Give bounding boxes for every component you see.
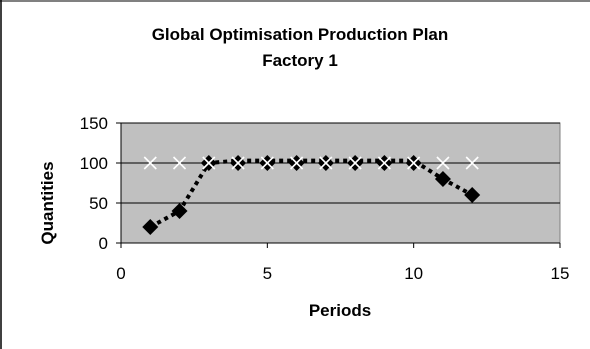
diamond-point-2 — [171, 203, 188, 219]
cross-point-5 — [260, 156, 274, 170]
cross-stroke-b — [319, 156, 333, 170]
series-2 — [149, 158, 474, 229]
cross-stroke-b — [143, 156, 157, 170]
data-series — [142, 155, 481, 235]
cross-point-7 — [319, 156, 333, 170]
cross-stroke-b — [260, 156, 274, 170]
cross-stroke-b — [436, 156, 450, 170]
trend-line — [149, 158, 474, 229]
cross-point-3 — [202, 156, 216, 170]
chart-title: Global Optimisation Production Plan — [152, 25, 449, 44]
cross-stroke-b — [290, 156, 304, 170]
y-tick-label-150: 150 — [80, 114, 108, 133]
diamond-point-11 — [434, 171, 451, 187]
diamond-point-1 — [142, 219, 159, 235]
cross-stroke-b — [172, 156, 187, 170]
cross-point-9 — [377, 156, 391, 170]
x-tick-label-10: 10 — [404, 264, 423, 283]
x-tick-label-0: 0 — [116, 264, 125, 283]
cross-point-12 — [465, 156, 479, 170]
cross-point-10 — [407, 156, 421, 170]
cross-point-1 — [143, 156, 157, 170]
chart-subtitle: Factory 1 — [262, 51, 338, 70]
y-tick-label-0: 0 — [99, 234, 108, 253]
cross-stroke-b — [348, 156, 362, 170]
cross-stroke-b — [231, 156, 245, 170]
y-tick-label-50: 50 — [89, 194, 108, 213]
cross-point-4 — [231, 156, 245, 170]
x-tick-label-15: 15 — [551, 264, 570, 283]
cross-stroke-b — [407, 156, 421, 170]
cross-point-6 — [290, 156, 304, 170]
diamond-point-12 — [464, 187, 481, 203]
plot-area — [120, 122, 561, 244]
y-tick-label-100: 100 — [80, 154, 108, 173]
cross-stroke-b — [377, 156, 391, 170]
axes — [116, 123, 560, 248]
cross-stroke-b — [465, 156, 479, 170]
cross-point-8 — [348, 156, 362, 170]
x-tick-label-5: 5 — [263, 264, 272, 283]
cross-point-11 — [436, 156, 450, 170]
cross-stroke-b — [202, 156, 216, 170]
grid-lines — [121, 122, 560, 204]
cross-point-2 — [172, 156, 187, 170]
x-axis-title: Periods — [309, 301, 371, 320]
y-axis-title: Quantities — [38, 161, 57, 244]
series-markers-0 — [143, 156, 479, 170]
